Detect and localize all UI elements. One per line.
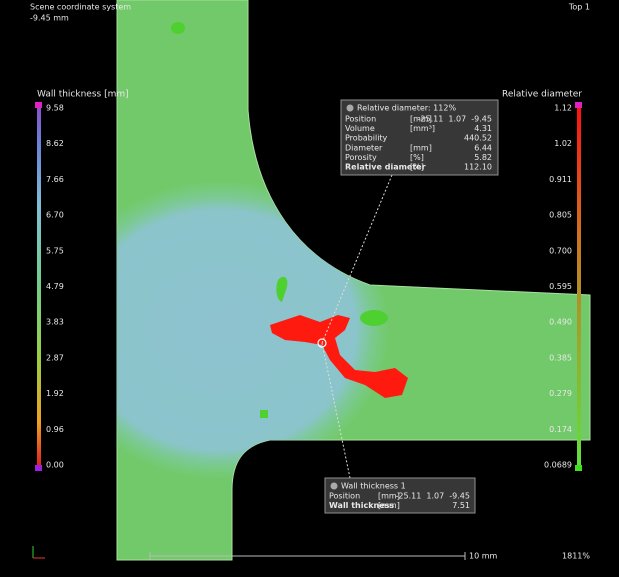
legend-label: 2.87: [46, 353, 64, 362]
legend-label: 0.805: [549, 211, 572, 220]
defect-info: Relative diameter: 112% Position [mm]-25.…: [340, 99, 499, 176]
legend-title: Relative diameter: [502, 90, 582, 100]
bar-handle: [35, 102, 42, 108]
legend-label: 5.75: [46, 246, 64, 255]
legend-label: 0.911: [549, 175, 572, 184]
row-label: Wall thickness: [329, 501, 394, 510]
row-label: Relative diameter: [345, 163, 426, 172]
scale-label: 10 mm: [469, 552, 498, 561]
legend-label: 1.02: [554, 139, 572, 148]
legend-label: 9.58: [46, 104, 64, 113]
row-unit: [mm]: [378, 501, 400, 510]
thickness-info: Wall thickness 1 Position [mm]-25.11 1.07…: [324, 477, 476, 514]
zoom: 1811%: [562, 552, 590, 561]
row-unit: [mm]: [410, 143, 432, 152]
row-value: 6.44: [474, 143, 492, 152]
row-value: 7.51: [452, 501, 470, 510]
legend-label: 4.79: [46, 282, 64, 291]
legend-label: 0.0689: [544, 461, 572, 470]
legend-title: Wall thickness [mm]: [37, 90, 129, 100]
legend-label: 0.96: [46, 425, 64, 434]
part: [116, 0, 591, 561]
row-value: -25.11 1.07 -9.45: [396, 492, 470, 501]
row-label: Probability: [345, 134, 388, 143]
info-title: Relative diameter: 112%: [357, 104, 456, 113]
row-value: 440.52: [464, 134, 492, 143]
row-label: Position: [329, 492, 360, 501]
legend-label: 6.70: [46, 211, 64, 220]
bar-handle: [35, 465, 42, 471]
row-value: 112.10: [464, 163, 492, 172]
row-label: Diameter: [345, 143, 383, 152]
row-unit: [%]: [410, 153, 424, 162]
bar-handle: [575, 465, 582, 471]
legend-label: 0.385: [549, 353, 572, 362]
legend-label: 0.700: [549, 246, 572, 255]
row-value: 5.82: [474, 153, 492, 162]
row-value: -25.11 1.07 -9.45: [418, 115, 492, 124]
legend-label: 3.83: [46, 318, 64, 327]
row-label: Volume: [345, 124, 375, 133]
coordinate-system: Scene coordinate system: [30, 3, 131, 12]
legend-label: 0.490: [549, 318, 572, 327]
legend-label: 7.66: [46, 175, 64, 184]
row-label: Porosity: [345, 153, 377, 162]
legend-label: 0.174: [549, 425, 572, 434]
depth: -9.45 mm: [30, 14, 69, 23]
legend-label: 0.279: [549, 389, 572, 398]
row-unit: [%]: [410, 163, 424, 172]
color-bar: [37, 106, 41, 466]
legend-label: 0.595: [549, 282, 572, 291]
legend-label: 8.62: [46, 139, 64, 148]
color-bar: [577, 106, 581, 466]
bar-handle: [575, 102, 582, 108]
axis-icon: [32, 546, 45, 559]
view-name: Top 1: [568, 3, 590, 12]
legend-label: 1.92: [46, 389, 64, 398]
row-unit: [mm]: [378, 492, 400, 501]
legend-label: 1.12: [554, 104, 572, 113]
row-label: Position: [345, 115, 376, 124]
row-value: 4.31: [474, 124, 492, 133]
info-title: Wall thickness 1: [341, 482, 406, 491]
row-unit: [mm³]: [410, 124, 435, 133]
legend-label: 0.00: [46, 461, 64, 470]
row-unit: [mm]: [410, 115, 432, 124]
